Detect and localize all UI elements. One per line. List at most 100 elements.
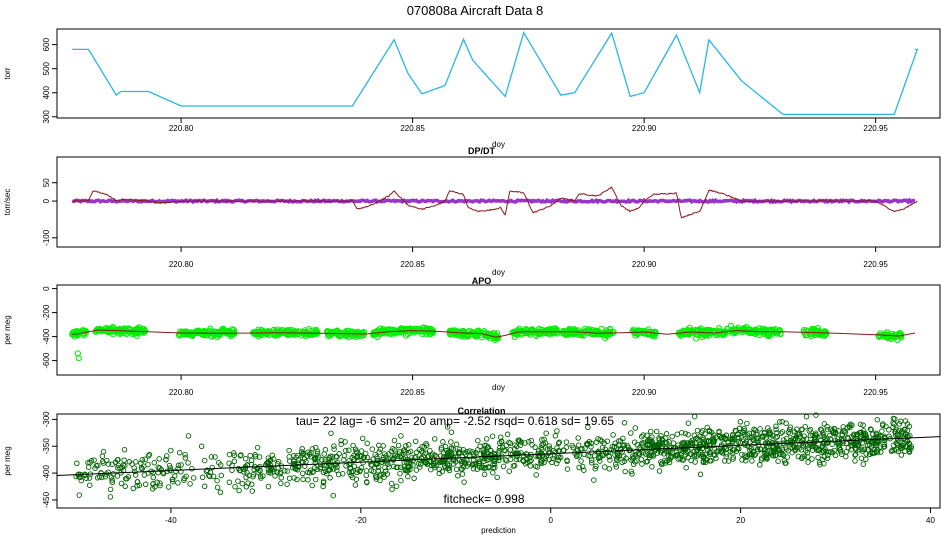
apo-point: [264, 329, 272, 336]
correlation-point: [492, 454, 499, 460]
correlation-point: [187, 481, 193, 487]
apo-outlier: [75, 355, 82, 362]
correlation-point: [168, 447, 174, 454]
correlation-point: [328, 430, 334, 436]
correlation-point: [449, 445, 455, 451]
correlation-point: [271, 468, 277, 475]
correlation-point: [352, 446, 359, 453]
correlation-point: [239, 480, 246, 487]
correlation-point: [888, 448, 895, 454]
correlation-point: [622, 468, 628, 475]
apo-point: [822, 331, 829, 338]
correlation-point: [826, 449, 832, 455]
correlation-point: [802, 423, 808, 430]
correlation-point: [235, 465, 242, 472]
correlation-point: [902, 437, 909, 443]
correlation-point: [721, 444, 728, 451]
correlation-point: [749, 458, 755, 464]
correlation-point: [503, 458, 510, 464]
correlation-point: [235, 478, 241, 484]
correlation-point: [821, 434, 828, 440]
correlation-point: [134, 483, 140, 489]
correlation-point: [789, 449, 795, 456]
correlation-point: [139, 457, 146, 463]
x-tick-label: 220.85: [400, 124, 425, 133]
correlation-point: [851, 442, 858, 449]
correlation-point: [741, 426, 748, 432]
correlation-point: [120, 462, 126, 468]
correlation-point: [684, 440, 691, 446]
correlation-point: [644, 438, 651, 444]
correlation-point: [229, 467, 235, 473]
correlation-point: [806, 428, 812, 434]
correlation-point: [278, 474, 285, 481]
correlation-point: [428, 466, 434, 473]
correlation-point: [688, 451, 695, 457]
apo-point: [71, 331, 78, 338]
correlation-point: [706, 438, 712, 445]
correlation-point: [502, 457, 509, 463]
correlation-point: [150, 474, 157, 481]
correlation-point: [824, 423, 830, 430]
correlation-point: [728, 436, 734, 442]
chart-panel-2: 220.80 220.85 220.90 220.95 -100 0 50 doy torr/s…: [3, 146, 941, 277]
correlation-point: [902, 418, 909, 424]
correlation-point: [175, 480, 181, 486]
apo-point: [774, 330, 781, 337]
correlation-point: [315, 454, 322, 460]
apo-point: [193, 328, 200, 335]
correlation-point: [363, 479, 370, 485]
correlation-point: [525, 438, 532, 445]
correlation-point: [588, 443, 594, 450]
correlation-point: [553, 460, 560, 467]
correlation-point: [780, 451, 786, 457]
correlation-point: [631, 439, 638, 445]
correlation-point: [102, 473, 109, 480]
apo-point: [373, 329, 380, 336]
correlation-point: [292, 466, 299, 472]
correlation-point: [114, 457, 121, 463]
correlation-point: [304, 453, 311, 459]
correlation-point: [232, 483, 238, 490]
correlation-point: [490, 469, 496, 476]
correlation-point: [665, 453, 672, 459]
correlation-point: [847, 421, 854, 428]
correlation-point: [534, 464, 541, 470]
correlation-point: [696, 443, 703, 450]
y-tick-label: 50: [42, 178, 51, 187]
correlation-point: [320, 478, 327, 484]
correlation-point: [142, 456, 148, 462]
apo-point: [450, 328, 458, 335]
correlation-point: [863, 456, 869, 462]
correlation-point: [431, 436, 438, 442]
correlation-point: [323, 462, 330, 469]
apo-point: [274, 328, 281, 335]
correlation-point: [386, 451, 392, 457]
apo-point: [610, 328, 617, 335]
x-tick-label: 20: [736, 516, 745, 525]
apo-point: [175, 331, 182, 338]
correlation-point: [212, 454, 218, 460]
apo-point: [459, 330, 466, 337]
correlation-point: [109, 479, 116, 486]
y-tick-label: -450: [42, 491, 51, 508]
correlation-point: [369, 462, 375, 468]
correlation-point: [312, 456, 318, 463]
correlation-point: [890, 442, 897, 449]
correlation-point: [484, 444, 491, 451]
correlation-point: [685, 431, 691, 438]
correlation-point: [702, 440, 708, 447]
correlation-point: [563, 439, 570, 445]
apo-point: [454, 328, 461, 335]
y-tick-label: -600: [42, 352, 51, 369]
correlation-point: [680, 446, 686, 452]
correlation-point: [906, 448, 912, 454]
apo-point: [763, 332, 771, 339]
correlation-point: [800, 436, 806, 443]
correlation-point: [539, 458, 545, 464]
correlation-point: [326, 454, 332, 461]
apo-point: [291, 331, 298, 338]
correlation-point: [776, 419, 783, 425]
correlation-point: [300, 450, 307, 457]
correlation-point: [242, 455, 249, 462]
